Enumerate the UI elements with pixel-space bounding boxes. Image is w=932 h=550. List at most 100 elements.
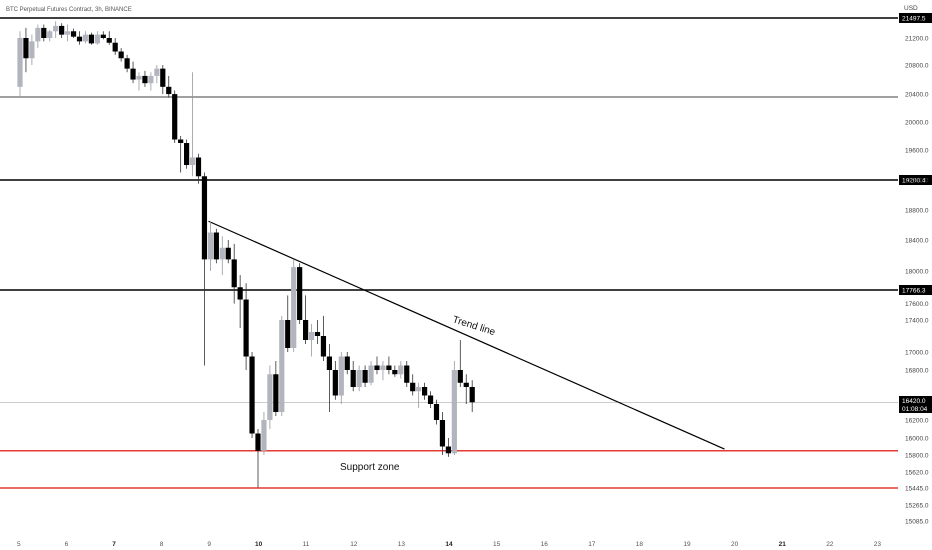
candle-body-32	[207, 232, 213, 260]
candle-body-59	[368, 365, 374, 383]
candle-body-7	[59, 25, 65, 35]
y-tick-label-0: 21200.0	[905, 36, 929, 43]
candle-body-74	[457, 370, 463, 383]
candle-body-40	[255, 433, 261, 451]
support-zone-label: Support zone	[340, 462, 400, 473]
candle-body-14	[100, 34, 106, 38]
candle-body-42	[267, 374, 273, 420]
candle-body-21	[142, 75, 148, 84]
level-price-box-2	[899, 175, 932, 185]
candle-body-24	[160, 68, 166, 87]
x-tick-label-15: 20	[731, 541, 739, 548]
y-tick-label-16: 15800.0	[905, 453, 929, 460]
x-tick-label-18: 23	[874, 541, 882, 548]
candle-body-19	[130, 68, 136, 80]
y-tick-label-6: 18800.0	[905, 208, 929, 215]
candle-body-26	[172, 94, 178, 140]
y-tick-label-17: 15620.0	[905, 470, 929, 477]
candle-body-69	[427, 395, 434, 404]
candle-body-54	[338, 356, 344, 396]
level-price-box-3	[899, 285, 932, 295]
candle-body-2	[29, 41, 35, 59]
x-tick-label-14: 19	[683, 541, 691, 548]
level-price-label-0: 21497.5	[902, 16, 926, 23]
candle-body-73	[451, 370, 457, 454]
candle-body-25	[166, 86, 172, 95]
x-tick-label-6: 11	[303, 541, 310, 548]
x-tick-label-9: 14	[445, 541, 453, 548]
candle-body-53	[332, 370, 338, 396]
candle-body-4	[41, 27, 47, 38]
candle-body-47	[297, 267, 303, 320]
candle-body-61	[380, 365, 386, 370]
y-tick-label-2: 20400.0	[905, 92, 929, 99]
y-tick-label-11: 17000.0	[905, 350, 929, 357]
candle-body-52	[326, 356, 332, 370]
candle-body-65	[404, 365, 410, 383]
candle-body-63	[392, 370, 398, 375]
candle-body-46	[291, 267, 297, 348]
trend-line[interactable]	[208, 220, 725, 450]
candle-body-12	[88, 34, 94, 44]
candle-body-1	[23, 38, 29, 59]
x-tick-label-1: 6	[65, 541, 69, 548]
current-price-label: 16420.0	[902, 398, 926, 405]
candle-body-15	[106, 38, 112, 43]
y-tick-label-15: 16000.0	[905, 436, 929, 443]
x-tick-label-7: 12	[350, 541, 358, 548]
candle-body-36	[231, 259, 237, 288]
y-tick-label-10: 17400.0	[905, 318, 929, 325]
candle-body-28	[184, 143, 190, 166]
horizontal-levels: 21497.5 19200.4 17766.3	[0, 13, 932, 403]
x-axis: 5 6 7 8 9 10 11 12 13 14 15 16 17 18 19 20 21 22 23	[17, 541, 881, 548]
candle-body-33	[213, 232, 219, 260]
x-tick-label-0: 5	[17, 541, 21, 548]
candle-body-27	[178, 139, 184, 143]
candle-body-51	[320, 336, 327, 357]
candle-body-44	[279, 320, 285, 412]
candle-body-70	[433, 404, 440, 420]
y-tick-label-14: 16200.0	[905, 418, 929, 425]
candle-body-57	[356, 370, 362, 387]
candle-body-29	[189, 157, 196, 166]
candle-body-72	[445, 446, 451, 454]
candle-body-13	[94, 34, 100, 44]
candle-body-38	[243, 299, 249, 357]
candle-body-64	[398, 365, 404, 375]
x-tick-label-8: 13	[398, 541, 406, 548]
candle-body-76	[469, 387, 475, 403]
candle-body-45	[285, 320, 291, 348]
candle-body-22	[148, 75, 154, 84]
y-tick-label-7: 18400.0	[905, 238, 929, 245]
candle-body-18	[124, 58, 130, 69]
y-tick-label-20: 15085.0	[905, 519, 929, 526]
candle-body-10	[76, 36, 83, 42]
candle-body-66	[410, 382, 416, 392]
candle-body-48	[303, 320, 309, 340]
trend-line-group[interactable]	[208, 220, 725, 450]
x-tick-label-4: 9	[207, 541, 211, 548]
candle-body-35	[225, 247, 231, 260]
candle-body-49	[308, 332, 315, 340]
x-tick-label-10: 15	[493, 541, 501, 548]
candle-body-50	[314, 332, 321, 336]
chart-title: BTC Perpetual Futures Contract, 3h, BINA…	[6, 7, 132, 13]
candle-body-31	[201, 176, 208, 260]
x-tick-label-3: 8	[160, 541, 164, 548]
candle-body-37	[237, 287, 243, 300]
y-tick-label-1: 20800.0	[905, 63, 929, 70]
candle-body-6	[53, 25, 59, 32]
candle-body-3	[35, 27, 41, 42]
x-tick-label-2: 7	[112, 541, 116, 548]
x-tick-label-17: 22	[826, 541, 834, 548]
candle-body-39	[249, 356, 255, 434]
level-price-box-0	[899, 13, 932, 23]
candle-body-11	[82, 34, 89, 42]
candle-body-8	[65, 31, 71, 35]
y-tick-label-12: 16800.0	[905, 368, 929, 375]
candle-body-60	[374, 365, 380, 370]
currency-label: USD	[904, 5, 918, 12]
candle-body-16	[112, 42, 118, 52]
